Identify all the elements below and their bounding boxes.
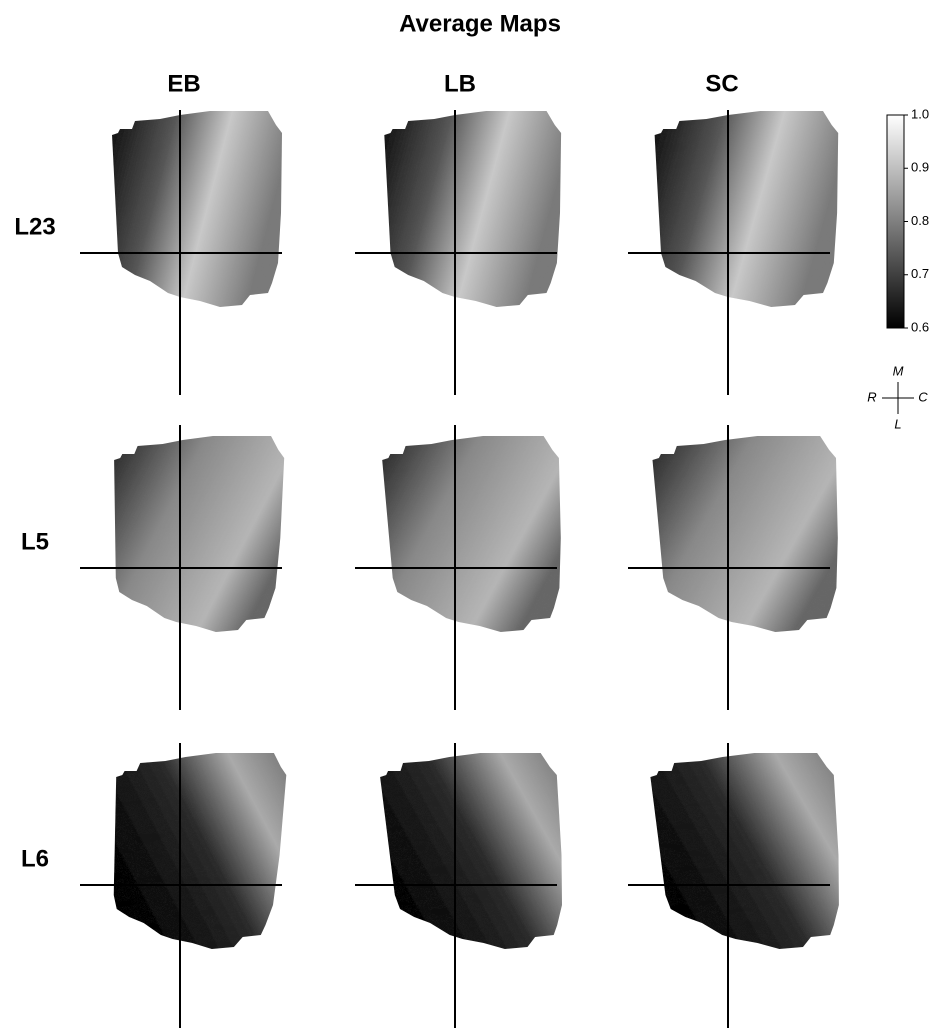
column-label: SC: [705, 70, 738, 97]
average-map: [114, 436, 284, 632]
row-label: L6: [21, 845, 49, 872]
colorbar-tick-label: 0.6: [911, 319, 929, 334]
row-label: L23: [14, 213, 55, 240]
column-label: EB: [167, 70, 200, 97]
average-map: [653, 436, 838, 632]
average-map: [384, 111, 561, 307]
average-map: [655, 111, 839, 307]
colorbar-ticks: 0.6 0.7 0.8 0.9 1.0: [904, 106, 929, 334]
orientation-label: L: [894, 416, 901, 431]
row-label: L5: [21, 528, 49, 555]
average-map: [650, 753, 839, 949]
panels: [80, 110, 839, 1028]
orientation-label: C: [918, 389, 928, 404]
average-map: [114, 753, 287, 949]
colorbar: [887, 115, 904, 328]
column-label: LB: [444, 70, 476, 97]
average-map: [382, 436, 561, 632]
colorbar-tick-label: 0.7: [911, 266, 929, 281]
figure-title: Average Maps: [399, 10, 561, 37]
colorbar-tick-label: 1.0: [911, 106, 929, 121]
orientation-label: R: [867, 389, 876, 404]
average-map: [112, 111, 282, 307]
colorbar-tick-label: 0.8: [911, 213, 929, 228]
figure: Average Maps 0.6 0.7 0.8 0.9 1.0 M L R C EB L…: [0, 0, 937, 1028]
orientation-label: M: [893, 363, 904, 378]
colorbar-tick-label: 0.9: [911, 160, 929, 175]
average-map: [380, 753, 562, 949]
orientation: M L R C: [867, 363, 928, 431]
